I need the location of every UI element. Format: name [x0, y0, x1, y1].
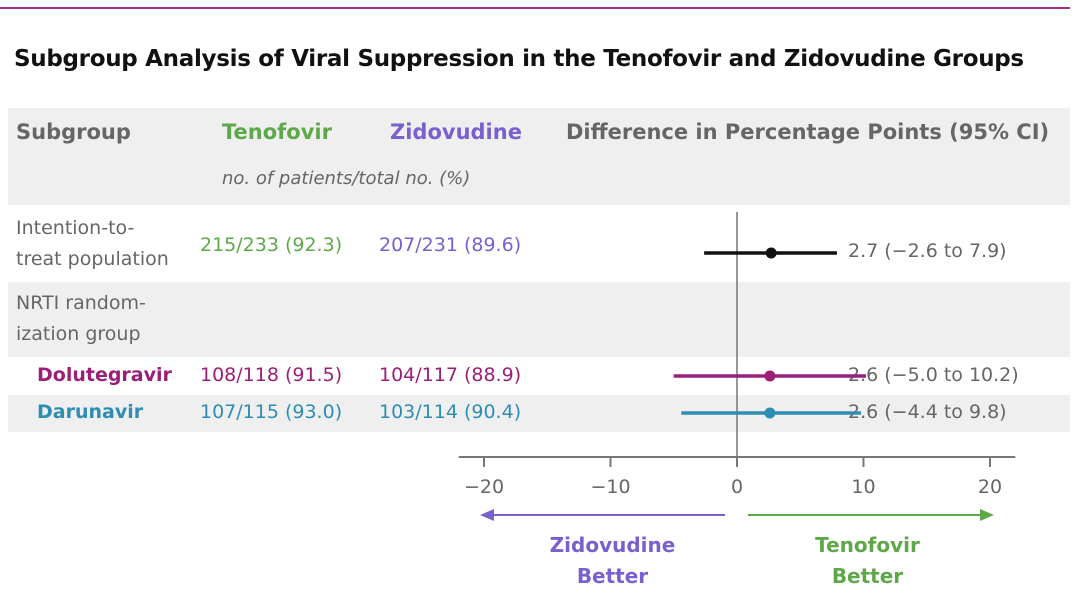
label-line: Better	[576, 564, 649, 588]
row-band-nrti	[8, 282, 1070, 357]
header-subheader: no. of patients/total no. (%)	[222, 168, 471, 189]
label-line: Tenofovir	[815, 533, 920, 557]
row-label-dolutegravir: Dolutegravir	[37, 364, 172, 386]
label-line: Better	[831, 564, 904, 588]
point-estimate	[765, 247, 777, 259]
row-label-itt: Intention-to- treat population	[16, 213, 169, 275]
label-line: NRTI random-	[16, 292, 146, 314]
row-label-nrti: NRTI random- ization group	[16, 288, 146, 350]
darunavir-difference-text: 2.6 (−4.4 to 9.8)	[848, 401, 1007, 423]
x-tick-label: −10	[590, 476, 630, 498]
zidovudine-better-label: Zidovudine Better	[545, 530, 680, 592]
darunavir-zidovudine-value: 103/114 (90.4)	[379, 401, 522, 423]
itt-difference-text: 2.7 (−2.6 to 7.9)	[848, 240, 1007, 262]
darunavir-tenofovir-value: 107/115 (93.0)	[200, 401, 343, 423]
chart-title: Subgroup Analysis of Viral Suppression i…	[14, 46, 1024, 72]
tenofovir-better-label: Tenofovir Better	[800, 530, 935, 592]
label-line: ization group	[16, 323, 141, 345]
row-label-darunavir: Darunavir	[37, 401, 144, 423]
x-tick-label: −20	[464, 476, 504, 498]
point-estimate	[764, 370, 776, 382]
x-tick-label: 10	[851, 476, 875, 498]
dolutegravir-difference-text: 2.6 (−5.0 to 10.2)	[848, 364, 1019, 386]
x-tick-label: 20	[978, 476, 1002, 498]
header-zidovudine: Zidovudine	[390, 120, 522, 144]
label-line: treat population	[16, 248, 169, 270]
point-estimate	[764, 407, 776, 419]
arrowhead-right	[980, 509, 994, 521]
header-difference: Difference in Percentage Points (95% CI)	[566, 120, 1050, 144]
header-tenofovir: Tenofovir	[222, 120, 332, 144]
itt-zidovudine-value: 207/231 (89.6)	[379, 234, 522, 256]
header-band	[8, 108, 1070, 205]
dolutegravir-zidovudine-value: 104/117 (88.9)	[379, 364, 522, 386]
label-line: Zidovudine	[549, 533, 676, 557]
arrowhead-left	[480, 509, 494, 521]
dolutegravir-tenofovir-value: 108/118 (91.5)	[200, 364, 343, 386]
label-line: Intention-to-	[16, 217, 135, 239]
top-rule	[0, 7, 1070, 9]
row-band-darunavir	[8, 395, 1070, 432]
itt-tenofovir-value: 215/233 (92.3)	[200, 234, 343, 256]
x-tick-label: 0	[731, 476, 743, 498]
header-subgroup: Subgroup	[16, 120, 131, 144]
